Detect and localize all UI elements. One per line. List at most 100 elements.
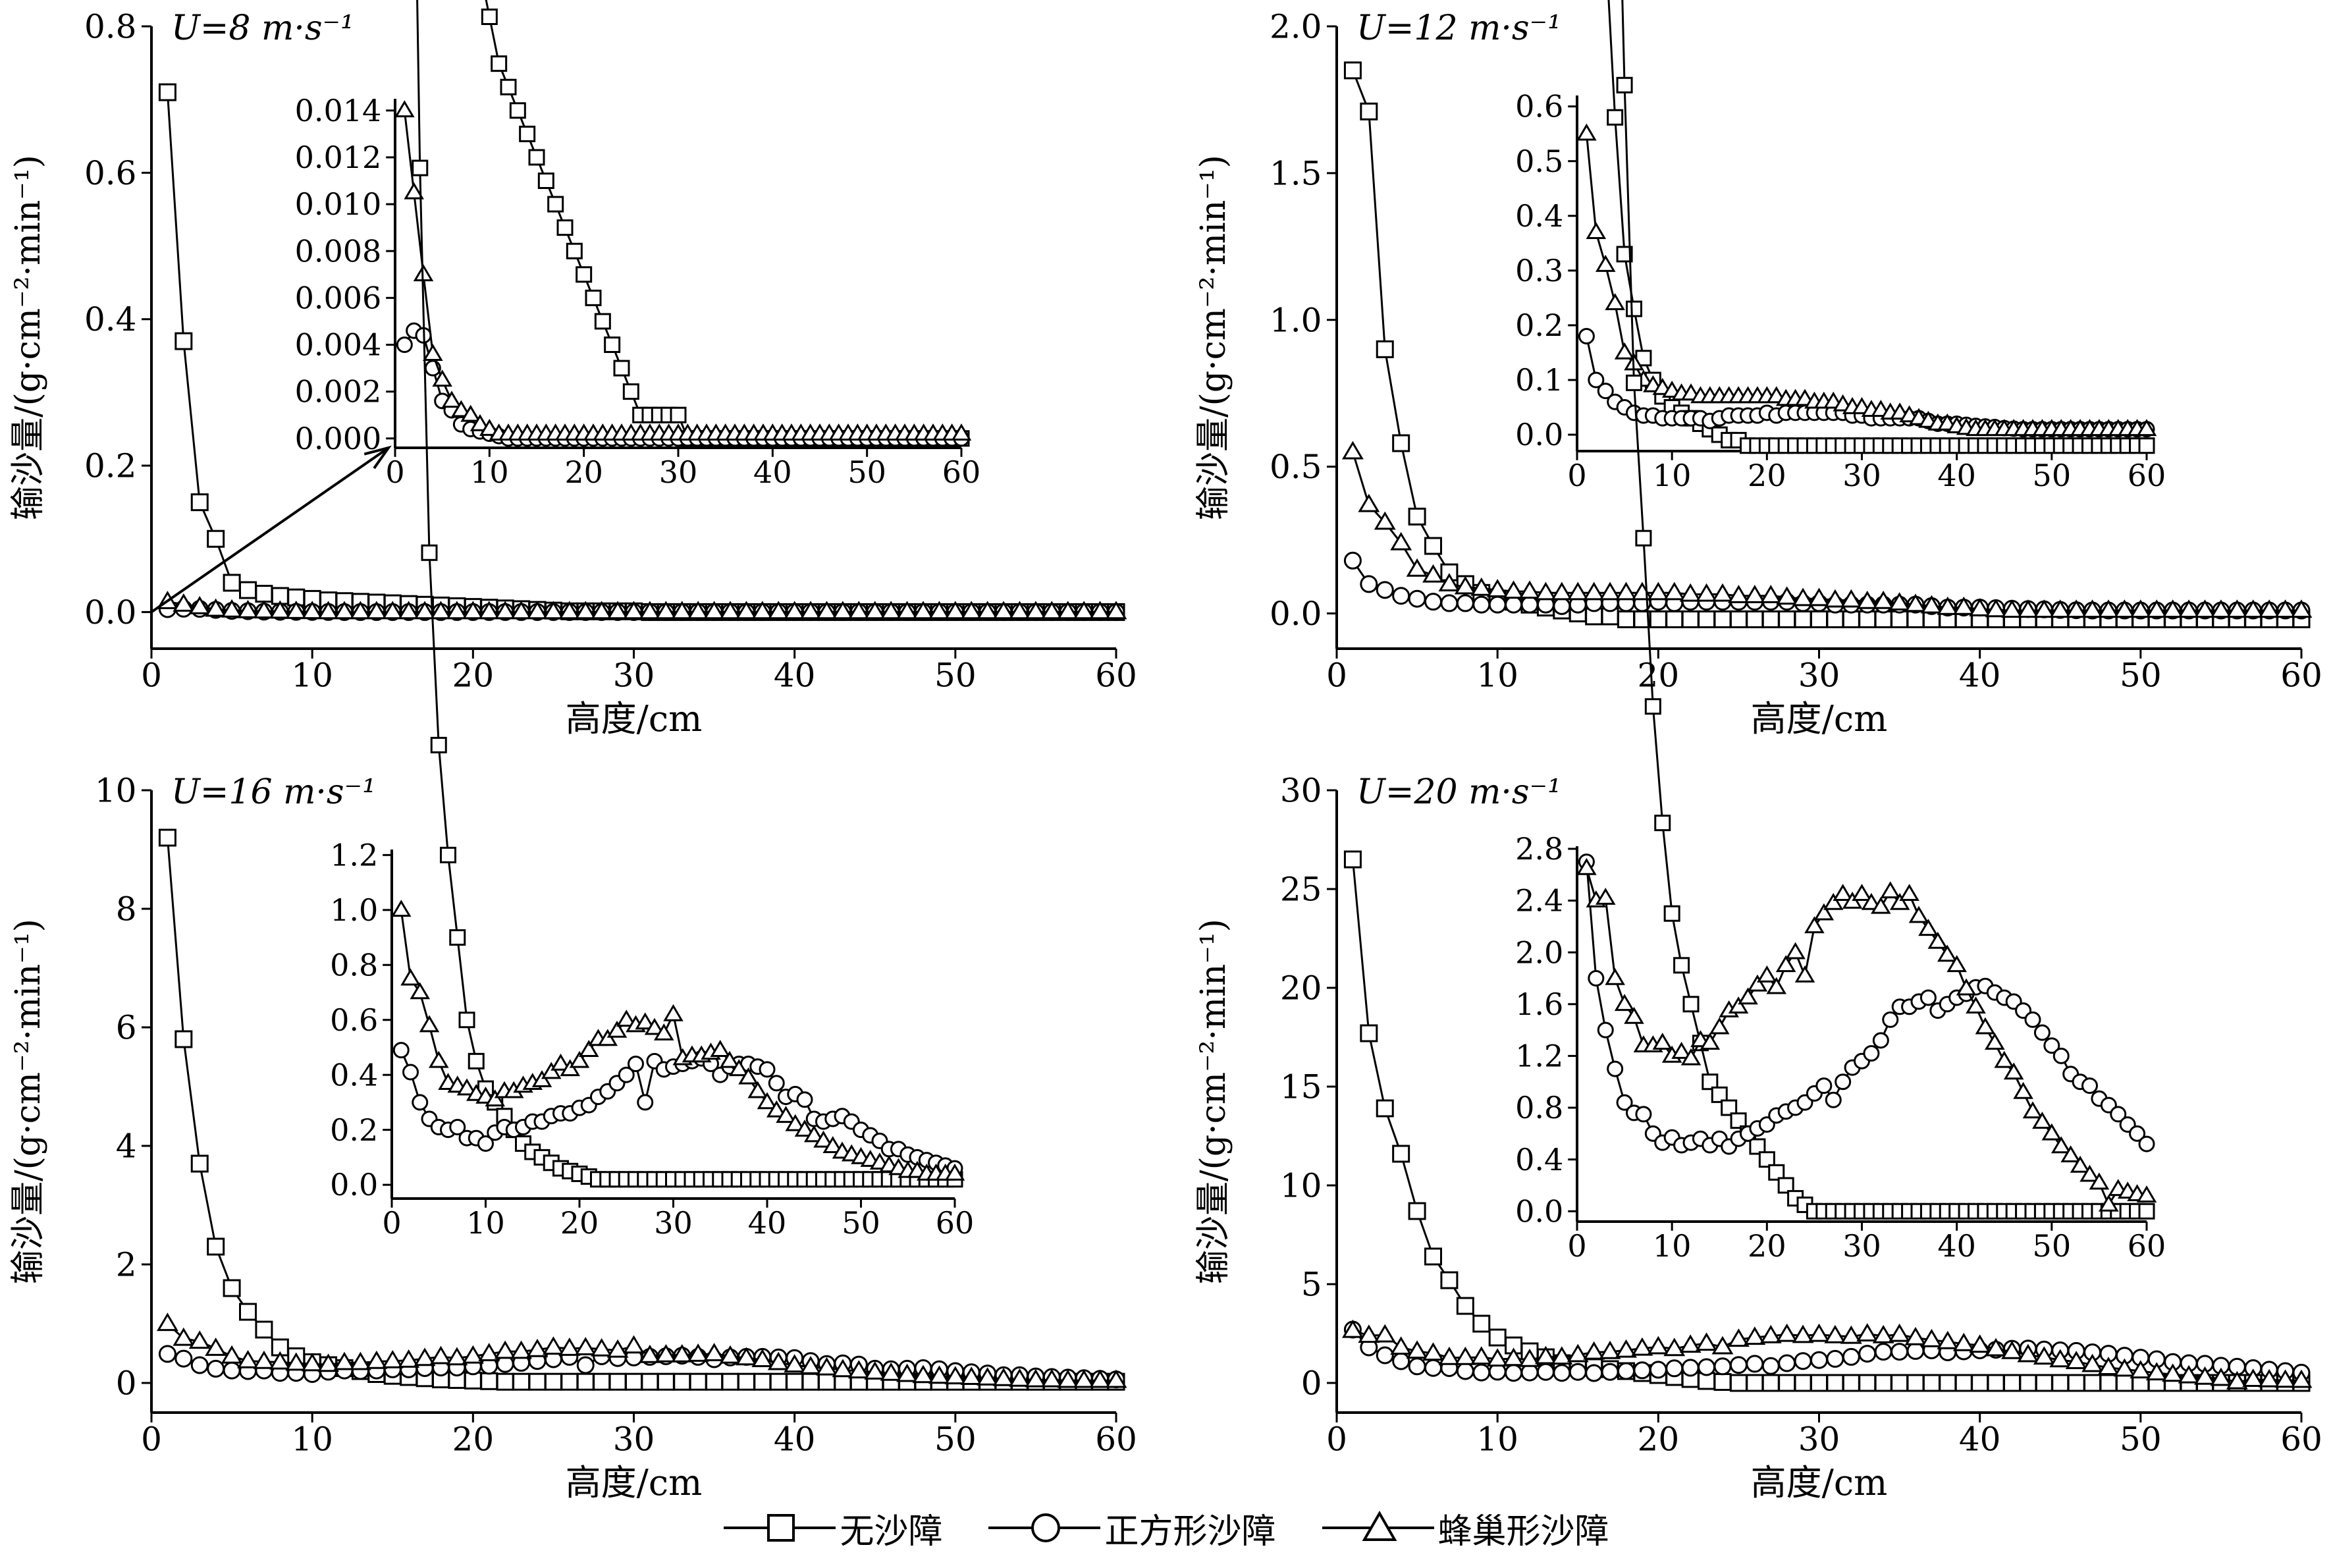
panel-4-inset-square-point — [2138, 1203, 2155, 1220]
panel-4-inset-triangle-point — [2051, 1136, 2072, 1154]
panel-3-main-triangle-point — [414, 1347, 436, 1366]
panel-1-inset-square-point — [491, 55, 508, 72]
panel-3-inset-triangle-point — [738, 1067, 759, 1085]
panel-4-main-y-tick-label: 20 — [1280, 969, 1322, 1008]
panel-4-inset-triangle-point — [1804, 916, 1825, 934]
panel-2-main-circle-point — [1520, 595, 1539, 614]
panel-4-main-triangle-point — [1438, 1346, 1461, 1365]
panel-4-main-triangle-point — [1486, 1348, 1509, 1367]
panel-1-main-triangle-point — [526, 601, 549, 620]
panel-2-inset-triangle-point — [1614, 342, 1635, 360]
panel-1-inset-y-tick-label: 0.000 — [295, 421, 382, 456]
panel-4-main-x-tick-label: 0 — [1326, 1420, 1347, 1459]
panel-1-main-triangle-point — [333, 601, 356, 620]
panel-1-inset-triangle-point — [432, 369, 452, 387]
panel-2-main-triangle-point — [2033, 599, 2055, 618]
panel-4-main-triangle-point — [1711, 1336, 1734, 1355]
panel-4-main-circle-point — [1633, 1361, 1651, 1380]
panel-2-main-triangle-point — [2178, 599, 2200, 618]
panel-4-main-circle-point — [1649, 1361, 1667, 1379]
panel-2-main-square-point — [1761, 610, 1780, 628]
x-axis-title: 高度/cm — [566, 1462, 703, 1503]
panel-2-main-circle-point — [1424, 593, 1442, 611]
panel-4-main-triangle-point — [2001, 1340, 2023, 1359]
panel-2-main-triangle-point — [1744, 585, 1766, 603]
panel-4-inset-triangle-point — [2079, 1164, 2100, 1182]
panel-1-inset-x-tick-label: 50 — [847, 454, 886, 490]
panel-2-main-square-point — [1343, 61, 1362, 80]
panel-4-main-y-tick-label: 15 — [1280, 1068, 1322, 1106]
panel-1-inset-square-point — [604, 336, 621, 353]
panel-1-main-triangle-point — [317, 601, 340, 620]
panel-4-inset-triangle-point — [1605, 967, 1625, 985]
panel-2-main-y-tick-label: 2.0 — [1270, 8, 1322, 46]
panel-2-main-square-point — [1376, 340, 1394, 358]
panel-4-main-square-point — [1408, 1202, 1426, 1220]
panel-1-inset-triangle-point — [423, 344, 443, 362]
panel-3-inset-triangle-point — [456, 1078, 477, 1096]
panel-3-main-circle-point — [223, 1361, 241, 1380]
panel-2-main-triangle-point — [2113, 599, 2135, 618]
panel-2-inset-square-point — [1626, 300, 1642, 317]
panel-3-inset-x-tick-label: 20 — [560, 1205, 599, 1241]
panel-3-inset-triangle-point — [531, 1069, 552, 1087]
panel-4-main-square-point — [1424, 1247, 1442, 1266]
panel-3-main-square-point — [753, 1372, 772, 1391]
panel-2-main-triangle-point — [1438, 573, 1461, 592]
panel-2-inset-y-tick-label: 0.0 — [1515, 417, 1563, 452]
panel-1-main-square-point — [207, 529, 225, 548]
panel-2-main-square-point — [1810, 610, 1828, 628]
panel-4-main-triangle-point — [1390, 1336, 1412, 1355]
panel-4-inset-triangle-point — [1775, 955, 1796, 973]
panel-4-inset-square-point — [1663, 905, 1680, 922]
panel-4-main-triangle-point — [1889, 1323, 1911, 1342]
panel-4-main-circle-point — [1520, 1363, 1539, 1382]
panel-4-main-triangle-point — [1792, 1324, 1814, 1343]
panel-4-inset-triangle-point — [1671, 1041, 1692, 1059]
panel-2-inset-triangle-point — [1586, 222, 1607, 239]
panel-2-main-square-point — [1392, 434, 1410, 452]
panel-4-inset-triangle-point — [1823, 892, 1844, 910]
panel-3-main-triangle-point — [816, 1357, 838, 1376]
panel-3-main-square-point — [576, 1372, 595, 1391]
legend-item-no-barrier: 无沙障 — [724, 1503, 942, 1553]
legend-label: 蜂巢形沙障 — [1437, 1511, 1609, 1552]
panel-1-main-triangle-point — [1073, 601, 1095, 620]
panel-2-main-triangle-point — [2049, 599, 2072, 618]
panel-2-main-triangle-point — [2097, 599, 2120, 618]
panel-3-main-triangle-point — [912, 1365, 934, 1384]
panel-2-main-square-point — [1906, 610, 1925, 628]
panel-2-inset-square-point — [1607, 109, 1624, 126]
panel-4-main-circle-point — [1601, 1363, 1619, 1381]
panel-4-main-triangle-point — [2065, 1351, 2087, 1369]
panel-1-inset-series-line-3 — [403, 110, 961, 435]
panel-3-main-y-tick-label: 8 — [116, 890, 137, 929]
panel-4-main-square-point — [1392, 1145, 1410, 1163]
panel-4-main-square-point — [1922, 1374, 1941, 1392]
panel-3-main: 0 10 20 30 40 50 60 0 2 4 6 8 10 — [95, 772, 1137, 1459]
panel-4-main-circle-point — [1746, 1355, 1764, 1373]
panel-2-main-x-tick-label: 60 — [2280, 657, 2322, 695]
panel-2-inset-circle-point — [1597, 383, 1614, 400]
panel-1-inset-square-point — [500, 78, 517, 95]
panel-1-main-square-point — [190, 493, 209, 512]
panel-3-main-triangle-point — [301, 1353, 323, 1372]
panel-1-main-triangle-point — [349, 601, 371, 620]
panel-2-inset-series-line-1 — [1607, 0, 2147, 447]
panel-3-inset-y-tick-label: 0.6 — [330, 1002, 378, 1038]
panel-4-main-square-point — [2035, 1374, 2053, 1392]
panel-4-main-circle-point — [1906, 1341, 1925, 1360]
panel-4-inset-circle-point — [2024, 1011, 2041, 1028]
panel-4-main-triangle-point — [1647, 1336, 1669, 1355]
panel-3-inset-triangle-point — [728, 1059, 749, 1077]
panel-3-inset-triangle-point — [419, 1015, 440, 1033]
panel-3-inset-y-tick-label: 1.0 — [330, 892, 378, 928]
panel-4-main-triangle-point — [1583, 1341, 1605, 1360]
panel-4-main-square-point — [1778, 1374, 1796, 1392]
panel-4-inset-triangle-point — [1927, 931, 1948, 949]
panel-3-main-triangle-point — [253, 1350, 275, 1369]
panel-4-inset-triangle-point — [2013, 1081, 2033, 1099]
panel-4-main-circle-point — [1826, 1349, 1844, 1368]
panel-4-inset-square-point — [1711, 1086, 1728, 1103]
panel-1-main-triangle-point — [832, 601, 854, 620]
